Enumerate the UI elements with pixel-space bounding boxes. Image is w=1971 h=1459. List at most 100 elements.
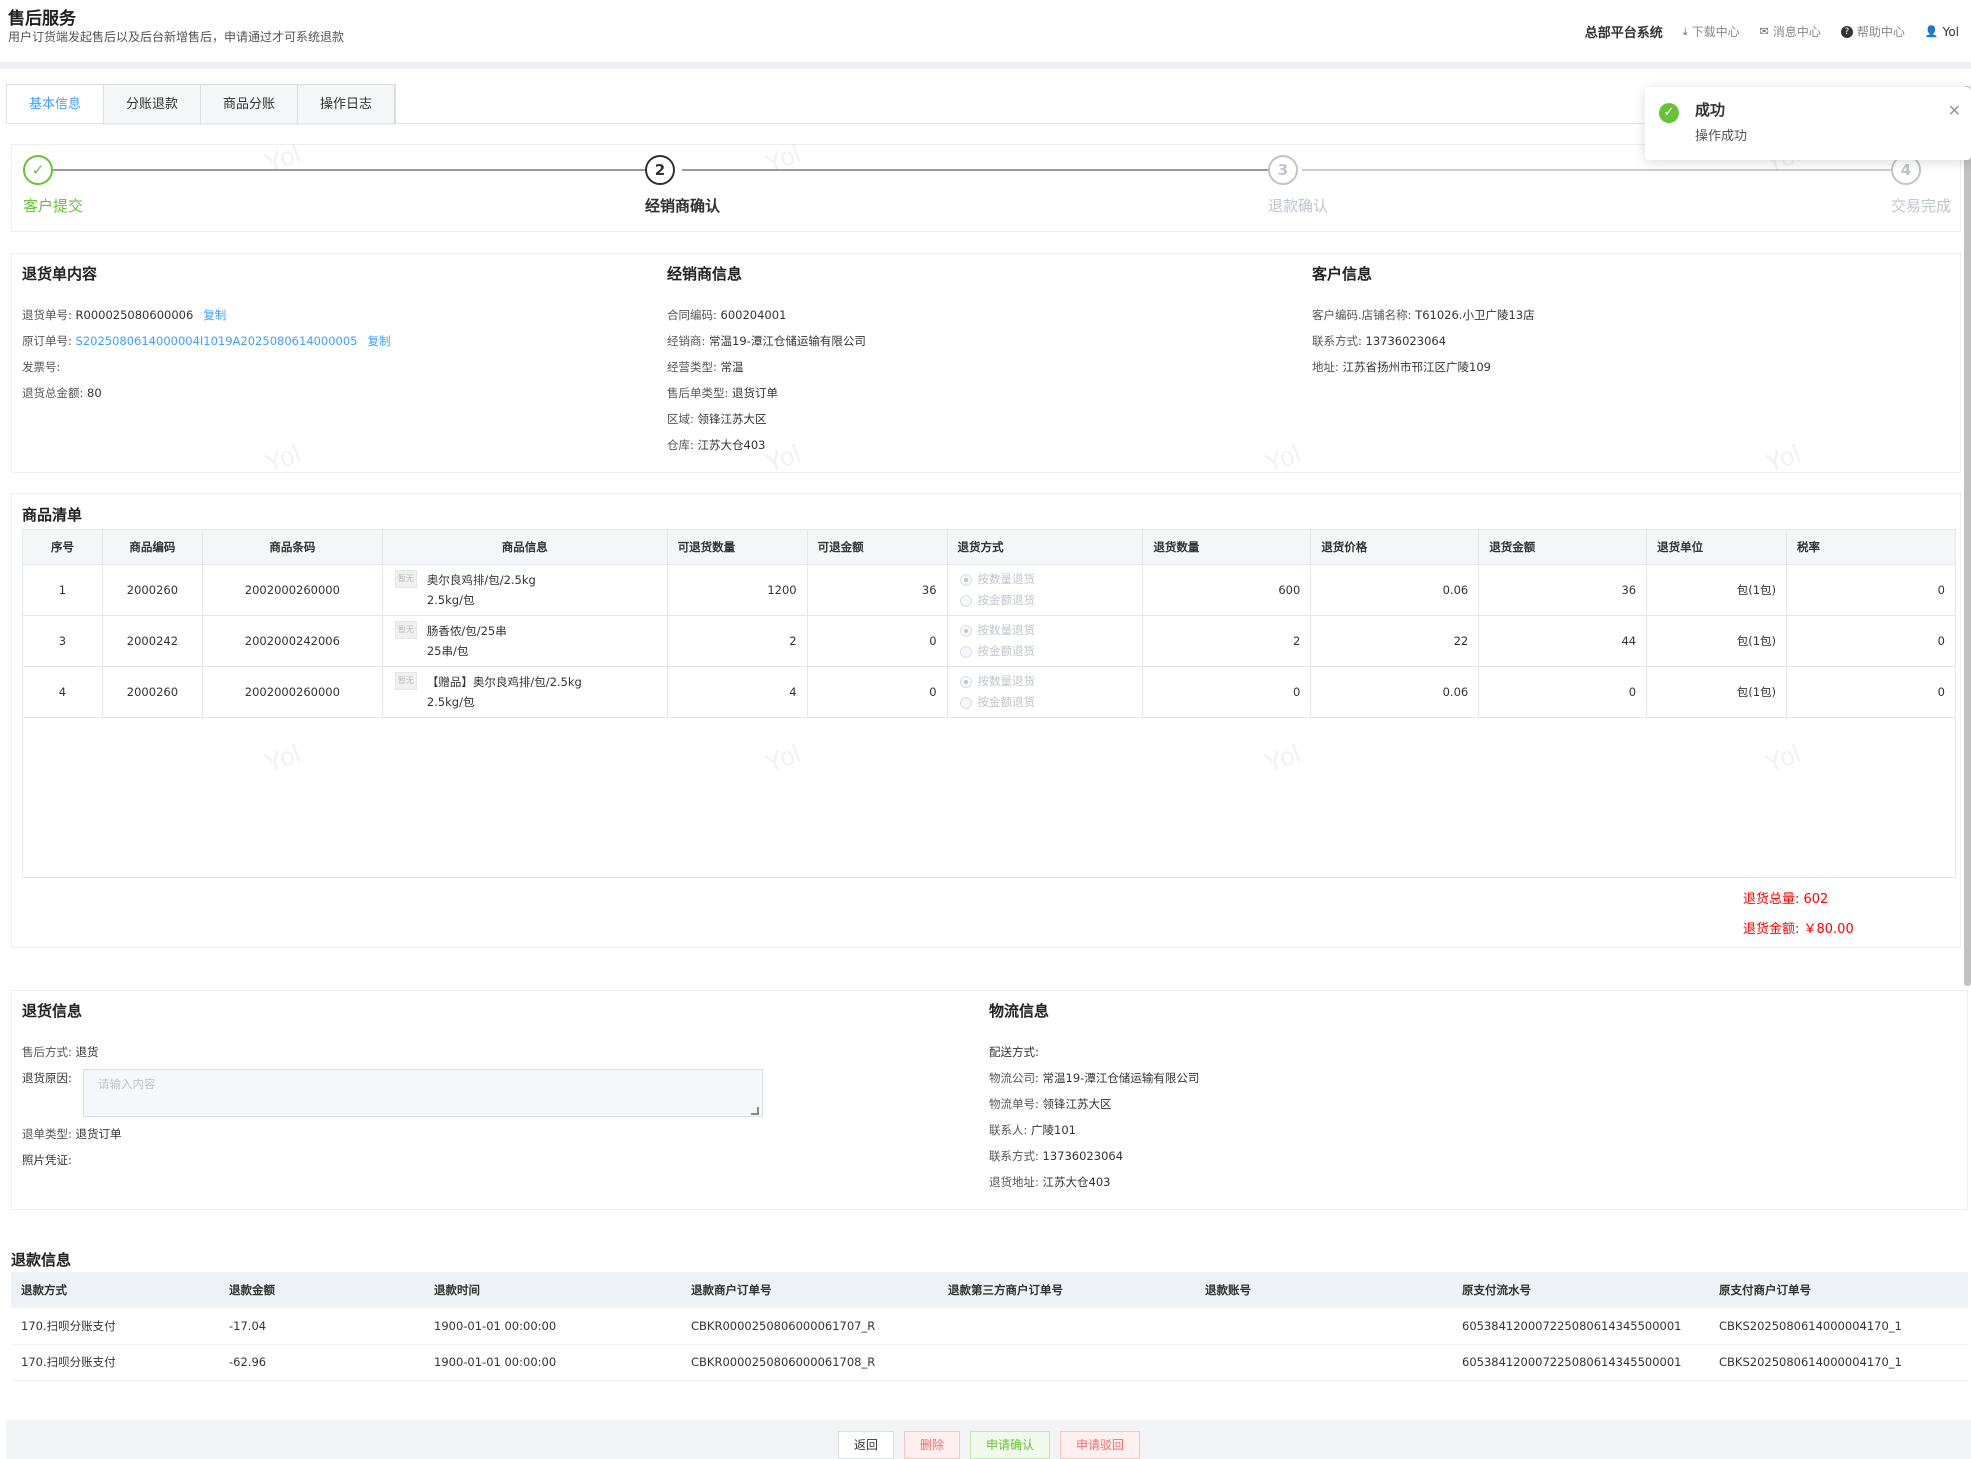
return-no-label: 退货单号: bbox=[22, 308, 72, 322]
after-sale-method-row: 售后方式: 退货 bbox=[22, 1044, 99, 1060]
cell-info: 暂无 奥尔良鸡排/包/2.5kg 2.5kg/包 bbox=[381, 564, 668, 616]
download-center-link[interactable]: ⤓ 下载中心 bbox=[1683, 23, 1740, 40]
radio-by-qty[interactable]: 按数量退货 bbox=[948, 569, 1143, 590]
cell-avail-qty: 4 bbox=[666, 666, 808, 718]
radio-by-amount[interactable]: 按金额退货 bbox=[948, 641, 1143, 662]
close-icon[interactable]: ✕ bbox=[1947, 101, 1961, 120]
customer-code-label: 客户编码.店铺名称: bbox=[1312, 308, 1412, 322]
radio-by-qty[interactable]: 按数量退货 bbox=[948, 671, 1143, 692]
refund-title: 退款信息 bbox=[11, 1251, 72, 1269]
tab-goods-split[interactable]: 商品分账 bbox=[201, 85, 298, 125]
radio-label: 按金额退货 bbox=[977, 644, 1036, 658]
cell-unit: 包(1包) bbox=[1646, 666, 1787, 718]
col-qty: 退货数量 bbox=[1142, 529, 1312, 565]
radio-label: 按数量退货 bbox=[977, 623, 1036, 637]
return-total-amount: 退货金额: ￥80.00 bbox=[1743, 922, 1854, 937]
return-address-row: 退货地址: 江苏大仓403 bbox=[989, 1174, 1110, 1190]
back-button[interactable]: 返回 bbox=[838, 1431, 894, 1459]
cell-orig-pay-serial: 605384120007225080614345500001 bbox=[1452, 1344, 1709, 1381]
help-center-link[interactable]: ? 帮助中心 bbox=[1840, 23, 1905, 40]
col-info: 商品信息 bbox=[381, 529, 668, 565]
product-image: 暂无 bbox=[394, 570, 417, 588]
col-amount: 退货金额 bbox=[1478, 529, 1648, 565]
return-total-qty: 退货总量: 602 bbox=[1743, 892, 1829, 907]
cell-tax: 0 bbox=[1786, 666, 1956, 718]
resize-handle-icon[interactable] bbox=[751, 1107, 759, 1115]
success-toast: ✓ 成功 操作成功 ✕ bbox=[1645, 87, 1971, 160]
help-center-label: 帮助中心 bbox=[1856, 25, 1905, 39]
message-center-link[interactable]: ✉ 消息中心 bbox=[1760, 23, 1821, 40]
warehouse-label: 仓库: bbox=[667, 438, 694, 452]
logistics-company-label: 物流公司: bbox=[989, 1071, 1039, 1085]
product-name: 肠香侬/包/25串 bbox=[426, 624, 507, 638]
goods-table: 序号 商品编码 商品条码 商品信息 可退货数量 可退金额 退货方式 退货数量 退… bbox=[22, 529, 1956, 718]
cell-barcode: 2002000260000 bbox=[201, 564, 383, 616]
customer-address-value: 江苏省扬州市邗江区广陵109 bbox=[1342, 360, 1491, 374]
contract-label: 合同编码: bbox=[667, 308, 717, 322]
product-name: 【赠品】奥尔良鸡排/包/2.5kg bbox=[426, 675, 582, 689]
help-icon: ? bbox=[1840, 25, 1853, 38]
toast-message: 操作成功 bbox=[1695, 129, 1748, 144]
goods-title: 商品清单 bbox=[22, 506, 83, 524]
apply-confirm-button[interactable]: 申请确认 bbox=[970, 1431, 1050, 1459]
delete-button[interactable]: 删除 bbox=[904, 1431, 960, 1459]
radio-by-amount[interactable]: 按金额退货 bbox=[948, 590, 1143, 611]
customer-phone-label: 联系方式: bbox=[1312, 334, 1362, 348]
tab-split-refund[interactable]: 分账退款 bbox=[104, 85, 201, 125]
radio-by-qty[interactable]: 按数量退货 bbox=[948, 620, 1143, 641]
refund-table: 退款方式 退款金额 退款时间 退款商户订单号 退款第三方商户订单号 退款账号 原… bbox=[11, 1272, 1968, 1381]
col-refund-method: 退款方式 bbox=[11, 1272, 219, 1308]
cell-code: 2000242 bbox=[101, 615, 203, 667]
toast-title: 成功 bbox=[1695, 101, 1726, 119]
customer-code-row: 客户编码.店铺名称: T61026.小卫广陵13店 bbox=[1312, 307, 1535, 323]
area-value: 领锋江苏大区 bbox=[697, 412, 767, 426]
col-barcode: 商品条码 bbox=[201, 529, 383, 565]
cell-amount: 36 bbox=[1478, 564, 1648, 616]
orig-order-label: 原订单号: bbox=[22, 334, 72, 348]
biz-type-row: 经营类型: 常温 bbox=[667, 359, 744, 375]
cell-unit: 包(1包) bbox=[1646, 564, 1787, 616]
col-avail-amt: 可退金额 bbox=[806, 529, 948, 565]
cell-orig-pay-serial: 605384120007225080614345500001 bbox=[1452, 1308, 1709, 1345]
user-menu[interactable]: 👤 Yol bbox=[1925, 25, 1959, 39]
tab-divider bbox=[6, 123, 1961, 124]
cell-refund-method: 170.扫呗分账支付 bbox=[11, 1308, 219, 1345]
page-scrollbar[interactable] bbox=[1964, 86, 1971, 986]
return-total-value: 80 bbox=[87, 386, 102, 400]
copy-return-no-button[interactable]: 复制 bbox=[203, 308, 227, 322]
orig-order-link[interactable]: S2025080614000004I1019A2025080614000005 bbox=[75, 334, 358, 348]
radio-dot bbox=[959, 573, 972, 586]
radio-label: 按数量退货 bbox=[977, 572, 1036, 586]
col-tax: 税率 bbox=[1786, 529, 1956, 565]
step-2-label: 经销商确认 bbox=[645, 197, 721, 215]
radio-label: 按金额退货 bbox=[977, 695, 1036, 709]
cell-avail-amt: 0 bbox=[806, 666, 948, 718]
apply-reject-button[interactable]: 申请驳回 bbox=[1060, 1431, 1140, 1459]
cell-refund-method: 170.扫呗分账支付 bbox=[11, 1344, 219, 1381]
contact-row: 联系人: 广陵101 bbox=[989, 1122, 1076, 1138]
tab-operation-log[interactable]: 操作日志 bbox=[298, 85, 395, 125]
cell-price: 0.06 bbox=[1310, 666, 1480, 718]
cell-method: 按数量退货按金额退货 bbox=[946, 615, 1144, 667]
table-row: 1 2000260 2002000260000 暂无 奥尔良鸡排/包/2.5kg 2… bbox=[22, 564, 1956, 616]
cell-refund-merchant-order: CBKR0000250806000061707_R bbox=[681, 1308, 938, 1345]
orig-order-row: 原订单号: S2025080614000004I1019A20250806140… bbox=[22, 333, 391, 349]
area-row: 区域: 领锋江苏大区 bbox=[667, 411, 767, 427]
return-reason-textarea[interactable]: 请输入内容 bbox=[83, 1069, 763, 1117]
system-name: 总部平台系统 bbox=[1584, 26, 1663, 41]
radio-dot bbox=[959, 624, 972, 637]
cell-avail-qty: 1200 bbox=[666, 564, 808, 616]
info-panel bbox=[11, 253, 1961, 473]
cell-price: 22 bbox=[1310, 615, 1480, 667]
cell-avail-qty: 2 bbox=[666, 615, 808, 667]
cell-refund-third-party-order bbox=[938, 1344, 1195, 1381]
radio-by-amount[interactable]: 按金额退货 bbox=[948, 692, 1143, 713]
step-connector bbox=[1302, 169, 1892, 171]
copy-orig-order-button[interactable]: 复制 bbox=[367, 334, 391, 348]
user-name: Yol bbox=[1942, 24, 1959, 39]
logistics-no-label: 物流单号: bbox=[989, 1097, 1039, 1111]
cell-refund-amount: -17.04 bbox=[219, 1308, 424, 1345]
biz-type-label: 经营类型: bbox=[667, 360, 717, 374]
cell-refund-merchant-order: CBKR0000250806000061708_R bbox=[681, 1344, 938, 1381]
tab-basic-info[interactable]: 基本信息 bbox=[7, 85, 104, 125]
